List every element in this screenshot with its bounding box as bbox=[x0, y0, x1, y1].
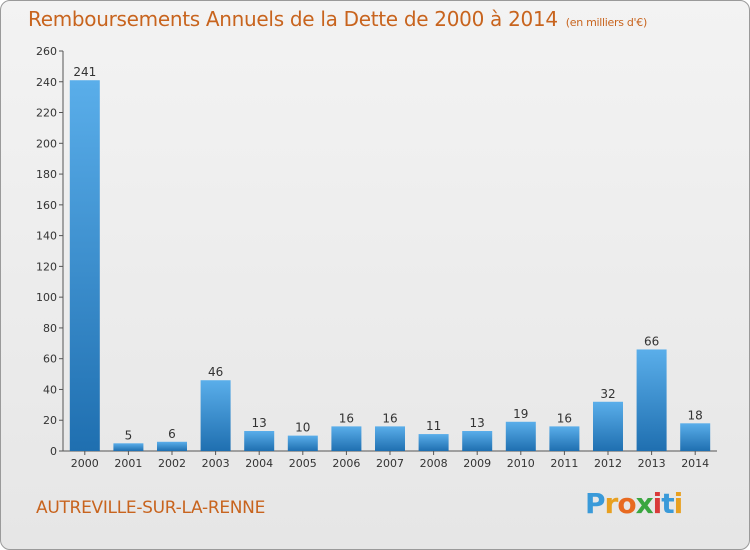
data-label: 18 bbox=[688, 408, 703, 422]
bar bbox=[680, 423, 711, 451]
x-tick-label: 2004 bbox=[245, 457, 273, 470]
y-tick-label: 40 bbox=[43, 383, 57, 396]
data-label: 5 bbox=[125, 428, 133, 442]
y-tick-label: 140 bbox=[36, 230, 57, 243]
y-tick-label: 120 bbox=[36, 260, 57, 273]
data-label: 241 bbox=[73, 65, 96, 79]
logo-letter: r bbox=[604, 487, 619, 520]
data-label: 10 bbox=[295, 421, 310, 435]
data-label: 6 bbox=[168, 427, 176, 441]
bar bbox=[549, 426, 580, 451]
chart-axes: 0 20 40 60 80 100 120 140 160 180 200 220 240 260 2000… bbox=[36, 45, 717, 470]
x-tick-label: 2008 bbox=[420, 457, 448, 470]
logo-letter: i bbox=[652, 487, 663, 520]
y-tick-label: 240 bbox=[36, 76, 57, 89]
x-tick-label: 2011 bbox=[550, 457, 578, 470]
chart-bars bbox=[69, 80, 711, 451]
x-tick-label: 2001 bbox=[114, 457, 142, 470]
bar bbox=[375, 426, 405, 451]
bar bbox=[418, 434, 449, 451]
logo-letter: x bbox=[635, 487, 654, 520]
logo-letter: o bbox=[617, 487, 636, 520]
x-tick-label: 2002 bbox=[158, 457, 186, 470]
data-label: 13 bbox=[252, 416, 267, 430]
logo-letter: P bbox=[585, 487, 606, 520]
y-tick-label: 60 bbox=[43, 353, 57, 366]
x-tick-label: 2014 bbox=[681, 457, 709, 470]
x-tick-label: 2005 bbox=[289, 457, 317, 470]
data-label: 13 bbox=[470, 416, 485, 430]
x-tick-label: 2013 bbox=[638, 457, 666, 470]
x-tick-label: 2003 bbox=[202, 457, 230, 470]
bar bbox=[505, 421, 536, 451]
x-tick-label: 2012 bbox=[594, 457, 622, 470]
bar bbox=[593, 401, 623, 451]
chart-title: Remboursements Annuels de la Dette de 20… bbox=[28, 7, 647, 31]
chart-title-text: Remboursements Annuels de la Dette de 20… bbox=[28, 7, 558, 31]
bar bbox=[244, 431, 275, 451]
y-tick-label: 20 bbox=[43, 414, 57, 427]
bar bbox=[69, 80, 100, 451]
y-tick-label: 220 bbox=[36, 107, 57, 120]
data-label: 16 bbox=[557, 411, 572, 425]
x-tick-label: 2000 bbox=[71, 457, 99, 470]
y-tick-label: 160 bbox=[36, 199, 57, 212]
data-label: 16 bbox=[339, 411, 354, 425]
bar bbox=[200, 380, 231, 451]
x-tick-label: 2006 bbox=[332, 457, 360, 470]
y-tick-label: 100 bbox=[36, 291, 57, 304]
bar bbox=[287, 435, 318, 451]
y-tick-label: 80 bbox=[43, 322, 57, 335]
chart-data-labels: 241 5 6 46 13 10 16 16 11 13 19 16 32 66 18 bbox=[73, 65, 702, 442]
data-label: 66 bbox=[644, 334, 659, 348]
data-label: 16 bbox=[382, 411, 397, 425]
bar bbox=[636, 349, 667, 451]
y-tick-label: 200 bbox=[36, 137, 57, 150]
bar bbox=[113, 443, 144, 451]
data-label: 19 bbox=[513, 407, 528, 421]
logo-letter: t bbox=[661, 487, 674, 520]
commune-name: AUTREVILLE-SUR-LA-RENNE bbox=[36, 498, 266, 518]
bar bbox=[331, 426, 362, 451]
bar bbox=[462, 431, 493, 451]
logo-letter: i bbox=[673, 487, 684, 520]
y-tick-label: 0 bbox=[50, 445, 57, 458]
unit-label: (en milliers d'€) bbox=[565, 16, 647, 29]
y-tick-label: 260 bbox=[36, 45, 57, 58]
x-tick-label: 2010 bbox=[507, 457, 535, 470]
bar bbox=[157, 441, 187, 451]
x-tick-label: 2009 bbox=[463, 457, 491, 470]
data-label: 32 bbox=[600, 387, 615, 401]
data-label: 11 bbox=[426, 419, 441, 433]
y-tick-label: 180 bbox=[36, 168, 57, 181]
x-tick-label: 2007 bbox=[376, 457, 404, 470]
data-label: 46 bbox=[208, 365, 223, 379]
proxiti-logo: Proxiti bbox=[585, 487, 684, 520]
